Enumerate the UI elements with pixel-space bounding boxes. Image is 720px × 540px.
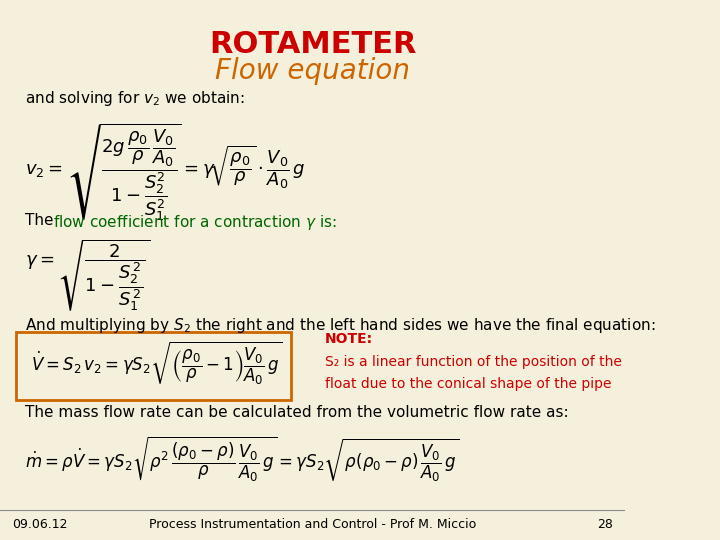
Text: $\dot{V} = S_2\,v_2 = \gamma S_2\sqrt{\left(\dfrac{\rho_0}{\rho}-1\right)\dfrac{: $\dot{V} = S_2\,v_2 = \gamma S_2\sqrt{\l… [31,339,282,387]
FancyBboxPatch shape [16,332,291,400]
Text: The: The [25,213,58,228]
Text: and solving for $v_2$ we obtain:: and solving for $v_2$ we obtain: [25,89,245,108]
Text: Flow equation: Flow equation [215,57,410,85]
Text: ROTAMETER: ROTAMETER [209,30,416,59]
Text: S₂ is a linear function of the position of the: S₂ is a linear function of the position … [325,355,622,369]
Text: And multiplying by $S_2$ the right and the left hand sides we have the final equ: And multiplying by $S_2$ the right and t… [25,316,655,335]
Text: Process Instrumentation and Control - Prof M. Miccio: Process Instrumentation and Control - Pr… [149,518,476,531]
Text: $\gamma = \sqrt{\dfrac{2}{1 - \dfrac{S_2^{\,2}}{S_1^{\,2}}}}$: $\gamma = \sqrt{\dfrac{2}{1 - \dfrac{S_2… [25,238,150,313]
Text: 28: 28 [597,518,613,531]
Text: flow coefficient for a contraction $\gamma$ is:: flow coefficient for a contraction $\gam… [53,213,337,232]
Text: NOTE:: NOTE: [325,332,373,346]
Text: $v_2 = \sqrt{\dfrac{2g\,\dfrac{\rho_0}{\rho}\,\dfrac{V_0}{A_0}}{1 - \dfrac{S_2^2: $v_2 = \sqrt{\dfrac{2g\,\dfrac{\rho_0}{\… [25,122,306,223]
Text: $\dot{m} = \rho\dot{V} = \gamma S_2\sqrt{\rho^2\,\dfrac{(\rho_0-\rho)}{\rho}\,\d: $\dot{m} = \rho\dot{V} = \gamma S_2\sqrt… [25,435,459,484]
Text: The mass flow rate can be calculated from the volumetric flow rate as:: The mass flow rate can be calculated fro… [25,405,569,420]
Text: 09.06.12: 09.06.12 [12,518,68,531]
Text: float due to the conical shape of the pipe: float due to the conical shape of the pi… [325,377,611,392]
